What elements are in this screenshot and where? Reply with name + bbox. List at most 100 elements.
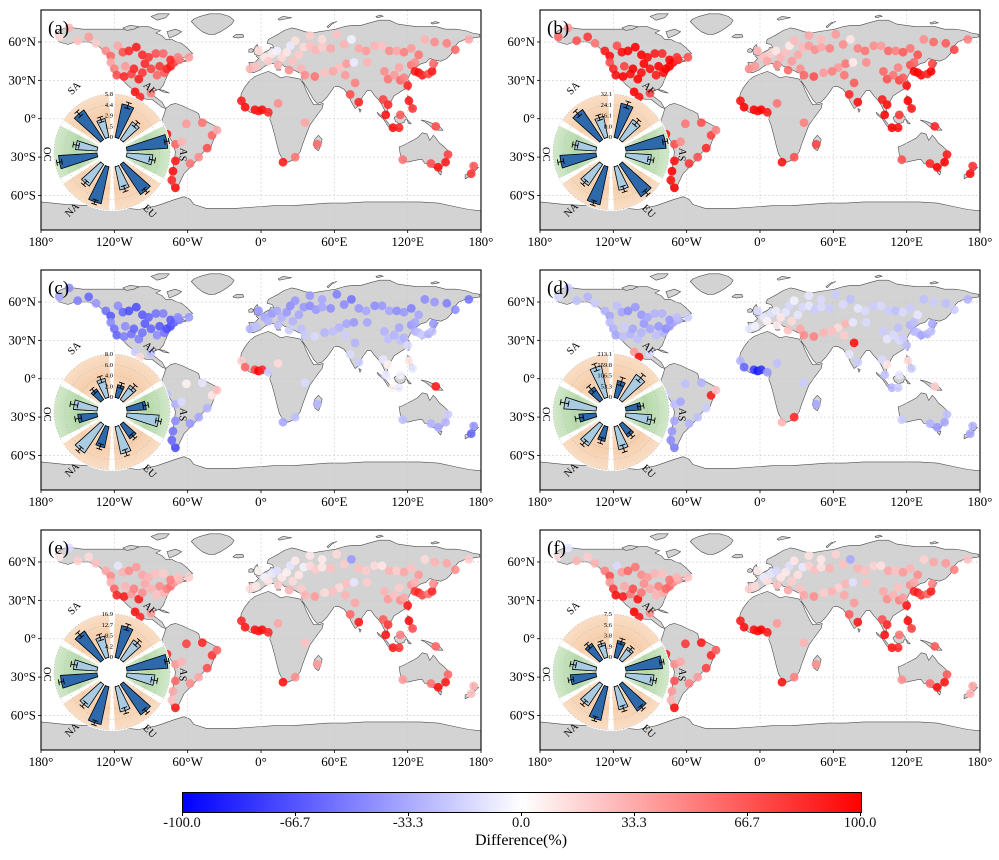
inset-radial-tick-label: 0 bbox=[110, 654, 113, 661]
lon-tick-label: 0° bbox=[754, 754, 766, 769]
station-dot bbox=[383, 620, 393, 630]
landmass bbox=[150, 13, 170, 21]
landmass bbox=[621, 25, 639, 31]
station-dot bbox=[383, 100, 393, 110]
station-dot bbox=[300, 378, 310, 387]
rose-bar-AS-dark bbox=[624, 655, 664, 672]
station-dot bbox=[272, 566, 282, 576]
station-dot bbox=[853, 564, 863, 573]
landmass bbox=[540, 716, 980, 750]
rose-bar-AS-dark bbox=[624, 134, 667, 152]
station-dot bbox=[783, 65, 793, 75]
station-dot bbox=[925, 159, 935, 168]
station-dot bbox=[469, 161, 479, 171]
station-dot bbox=[563, 23, 573, 33]
inset-radial-tick-label: 3.8 bbox=[604, 633, 612, 640]
station-dot bbox=[968, 681, 978, 691]
error-bar bbox=[96, 375, 105, 384]
station-dot bbox=[583, 32, 593, 42]
station-dot bbox=[185, 679, 195, 688]
station-dot bbox=[612, 561, 622, 571]
error-bar bbox=[569, 661, 578, 669]
station-dot bbox=[124, 306, 134, 316]
panel-label: (a) bbox=[48, 18, 69, 39]
error-bar bbox=[90, 719, 99, 727]
station-dot bbox=[804, 551, 814, 560]
radial-gridline bbox=[574, 375, 648, 449]
station-dot bbox=[430, 297, 439, 307]
landmass bbox=[375, 534, 384, 538]
station-dot bbox=[155, 581, 165, 591]
lon-tick-label: 180° bbox=[968, 494, 993, 509]
station-dot bbox=[380, 587, 389, 596]
station-dot bbox=[927, 579, 937, 589]
station-dot bbox=[403, 341, 413, 350]
station-dot bbox=[340, 590, 350, 600]
station-dot bbox=[666, 175, 676, 185]
station-dot bbox=[152, 70, 162, 80]
station-dot bbox=[781, 307, 791, 317]
station-dot bbox=[398, 415, 408, 425]
error-bar bbox=[163, 657, 170, 665]
station-dot bbox=[683, 312, 693, 322]
station-dot bbox=[394, 63, 404, 72]
station-dot bbox=[762, 56, 772, 66]
landmass bbox=[747, 568, 753, 573]
station-dot bbox=[639, 319, 649, 329]
radial-gridline bbox=[552, 353, 670, 471]
rose-bar-OC-dark bbox=[77, 412, 99, 424]
station-dot bbox=[831, 29, 841, 39]
inset-radial-tick-label: 0 bbox=[609, 654, 612, 661]
station-dot bbox=[168, 426, 178, 436]
station-dot bbox=[171, 676, 180, 686]
lat-tick-label: 30°S bbox=[510, 149, 535, 164]
station-dot bbox=[932, 682, 942, 692]
station-dot bbox=[940, 677, 949, 687]
station-dot bbox=[290, 152, 300, 162]
station-dot bbox=[442, 38, 452, 48]
station-dot bbox=[433, 422, 443, 432]
inset-radial-tick-label: 5.8 bbox=[105, 91, 113, 98]
station-dot bbox=[919, 295, 929, 304]
station-dot bbox=[345, 610, 355, 619]
error-bar bbox=[574, 414, 585, 422]
inset-radial-tick-label: 8.0 bbox=[105, 351, 113, 358]
station-dot bbox=[696, 118, 706, 127]
station-dot bbox=[404, 96, 414, 106]
station-dot bbox=[905, 564, 915, 573]
station-dot bbox=[809, 592, 819, 601]
error-bar bbox=[97, 115, 105, 124]
station-dot bbox=[628, 64, 638, 74]
station-dot bbox=[284, 65, 294, 75]
station-dot bbox=[332, 29, 342, 39]
station-dot bbox=[296, 584, 306, 594]
lon-tick-label: 120°W bbox=[595, 234, 633, 249]
station-dot bbox=[771, 46, 781, 56]
station-dot bbox=[370, 561, 380, 571]
station-dot bbox=[860, 46, 870, 56]
station-dot bbox=[466, 169, 476, 179]
station-dot bbox=[202, 143, 212, 153]
inset-sector-label-OC: OC bbox=[41, 147, 53, 162]
station-dot bbox=[645, 324, 655, 334]
station-dot bbox=[891, 306, 901, 316]
station-dot bbox=[772, 99, 782, 108]
station-dot bbox=[112, 70, 122, 80]
station-dot bbox=[354, 97, 364, 107]
station-dot bbox=[736, 356, 745, 366]
inset-radial-tick-label: 8.5 bbox=[105, 633, 113, 640]
station-dot bbox=[783, 585, 793, 595]
station-dot bbox=[410, 58, 420, 67]
lat-tick-label: 60°N bbox=[8, 554, 36, 569]
lon-tick-label: 60°W bbox=[671, 234, 702, 249]
station-dot bbox=[926, 67, 936, 76]
station-dot bbox=[284, 325, 294, 335]
error-bar bbox=[141, 186, 150, 196]
station-dot bbox=[793, 570, 803, 580]
error-bar bbox=[69, 400, 79, 409]
lon-tick-label: 120°W bbox=[595, 494, 633, 509]
station-dot bbox=[683, 572, 693, 582]
radial-gridline bbox=[552, 613, 670, 731]
